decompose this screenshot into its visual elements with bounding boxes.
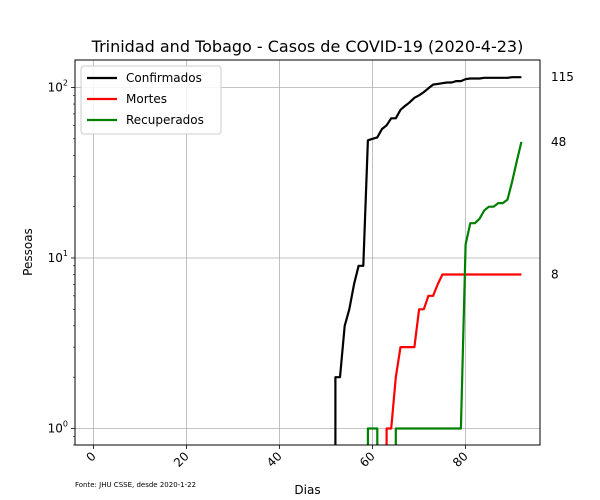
x-tick-label: 80 <box>450 449 471 470</box>
end-label-mortes: 8 <box>551 268 559 282</box>
series-line-mortes <box>385 273 522 445</box>
end-label-confirmados: 115 <box>551 70 574 84</box>
end-label-recuperados: 48 <box>551 135 566 149</box>
y-tick-label: 102 <box>48 79 68 95</box>
series-line-confirmados <box>334 76 522 445</box>
y-axis-ticks: 100 101 102 <box>48 79 75 446</box>
x-axis-label: Dias <box>294 483 320 497</box>
plot-frame <box>74 59 541 446</box>
series-lines <box>334 76 523 445</box>
legend-label-mortes: Mortes <box>126 92 167 106</box>
legend: Confirmados Mortes Recuperados <box>80 65 222 135</box>
x-tick-label: 60 <box>357 449 378 470</box>
legend-label-recuperados: Recuperados <box>126 113 204 127</box>
x-tick-label: 40 <box>264 449 285 470</box>
y-tick-label: 101 <box>48 249 68 265</box>
y-axis-label: Pessoas <box>21 228 35 276</box>
series-line-recuperados <box>366 141 523 445</box>
legend-box <box>80 65 222 135</box>
x-tick-label: 20 <box>171 449 192 470</box>
source-note: Fonte: JHU CSSE, desde 2020-1-22 <box>75 481 196 489</box>
y-tick-label: 100 <box>48 419 68 435</box>
x-axis-ticks: 0 20 40 60 80 <box>83 445 471 470</box>
chart-title: Trinidad and Tobago - Casos de COVID-19 … <box>91 37 524 56</box>
end-labels: 115 8 48 <box>551 70 574 281</box>
legend-label-confirmados: Confirmados <box>126 71 202 85</box>
x-tick-label: 0 <box>83 449 98 464</box>
